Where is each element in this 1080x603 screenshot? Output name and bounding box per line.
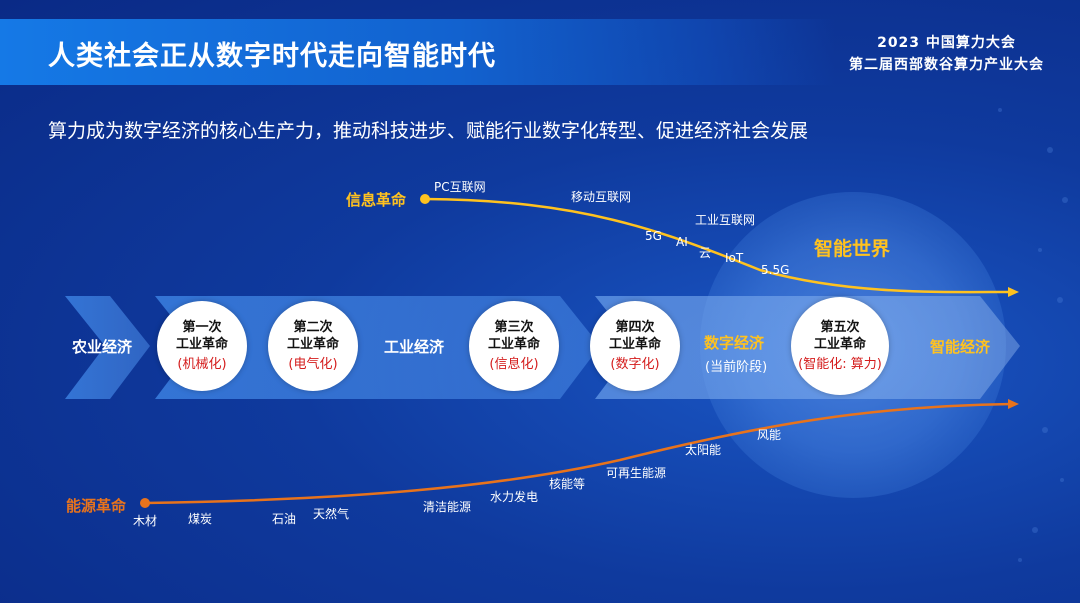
revolution-5-ordinal: 第五次 xyxy=(820,319,860,335)
revolution-circle-4: 第四次 工业革命 (数字化) xyxy=(590,301,680,391)
energy-item-natural-gas: 天然气 xyxy=(313,507,350,521)
title-bar xyxy=(0,19,835,85)
info-item-mobile-internet: 移动互联网 xyxy=(571,190,632,204)
revolution-1-ordinal: 第一次 xyxy=(182,319,222,335)
revolution-3-sub: (信息化) xyxy=(489,356,539,372)
info-revolution-label: 信息革命 xyxy=(346,191,407,209)
stage-industry: 工业经济 xyxy=(384,338,445,356)
info-item-5-5g: 5.5G xyxy=(761,263,790,277)
stage-agri: 农业经济 xyxy=(72,338,133,356)
subtitle: 算力成为数字经济的核心生产力，推动科技进步、赋能行业数字化转型、促进经济社会发展 xyxy=(48,120,809,142)
revolution-5-name: 工业革命 xyxy=(813,336,866,352)
energy-item-solar: 太阳能 xyxy=(685,443,722,457)
revolution-circle-1: 第一次 工业革命 (机械化) xyxy=(157,301,247,391)
info-item-ai: AI xyxy=(676,235,688,249)
stage-digital: 数字经济 xyxy=(704,334,765,352)
stage-smart: 智能经济 xyxy=(930,338,991,356)
energy-item-nuclear: 核能等 xyxy=(549,477,586,491)
energy-arrow-head xyxy=(1008,399,1019,409)
revolution-5-sub: (智能化: 算力) xyxy=(798,356,882,372)
energy-item-wind: 风能 xyxy=(757,428,782,442)
event-line-1: 2023 中国算力大会 xyxy=(877,35,1016,51)
page-title: 人类社会正从数字时代走向智能时代 xyxy=(48,41,496,72)
smart-world-title: 智能世界 xyxy=(814,238,891,260)
info-item-5g: 5G xyxy=(645,229,662,243)
energy-item-renewable: 可再生能源 xyxy=(606,466,667,480)
revolution-2-name: 工业革命 xyxy=(286,336,339,352)
info-item-industrial-internet: 工业互联网 xyxy=(695,213,756,227)
revolution-2-sub: (电气化) xyxy=(288,356,338,372)
revolution-3-name: 工业革命 xyxy=(487,336,540,352)
info-item-iot: IoT xyxy=(725,251,744,265)
energy-revolution-curve xyxy=(144,402,1013,505)
energy-item-wood: 木材 xyxy=(133,514,158,528)
energy-item-oil: 石油 xyxy=(272,512,297,526)
revolution-1-sub: (机械化) xyxy=(177,356,227,372)
energy-start-dot xyxy=(140,498,150,508)
info-arrow-head xyxy=(1008,287,1019,297)
dot-pattern xyxy=(998,108,1068,562)
revolution-circle-3: 第三次 工业革命 (信息化) xyxy=(469,301,559,391)
info-start-dot xyxy=(420,194,430,204)
info-item-cloud: 云 xyxy=(699,246,712,260)
energy-item-coal: 煤炭 xyxy=(188,512,213,526)
event-name: 2023 中国算力大会 第二届西部数谷算力产业大会 xyxy=(849,32,1044,76)
info-revolution-curve xyxy=(424,197,1013,294)
revolution-4-name: 工业革命 xyxy=(608,336,661,352)
revolution-circle-5: 第五次 工业革命 (智能化: 算力) xyxy=(791,297,889,395)
energy-item-hydropower: 水力发电 xyxy=(490,490,539,504)
energy-item-clean-energy: 清洁能源 xyxy=(423,500,472,514)
revolution-4-sub: (数字化) xyxy=(610,356,660,372)
revolution-4-ordinal: 第四次 xyxy=(615,319,655,335)
stage-digital-note: (当前阶段) xyxy=(705,360,768,375)
revolution-3-ordinal: 第三次 xyxy=(494,319,534,335)
revolution-1-name: 工业革命 xyxy=(175,336,228,352)
revolution-2-ordinal: 第二次 xyxy=(293,319,333,335)
energy-revolution-label: 能源革命 xyxy=(66,497,127,515)
revolution-circle-2: 第二次 工业革命 (电气化) xyxy=(268,301,358,391)
info-item-pc-internet: PC互联网 xyxy=(434,180,486,194)
event-line-2: 第二届西部数谷算力产业大会 xyxy=(849,57,1044,73)
